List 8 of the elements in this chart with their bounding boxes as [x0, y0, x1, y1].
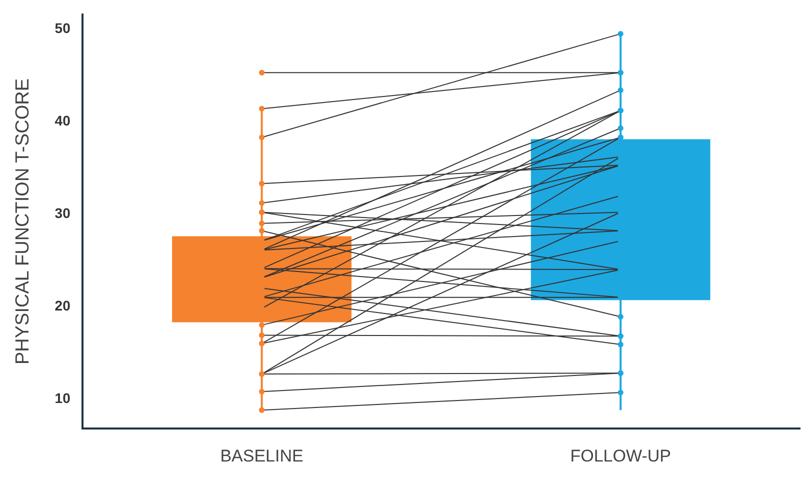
- x-tick-label: FOLLOW-UP: [570, 446, 671, 466]
- y-tick-label: 50: [54, 20, 71, 36]
- y-tick-label: 40: [54, 112, 71, 129]
- y-tick-label: 30: [54, 204, 71, 221]
- y-axis-title: PHYSICAL FUNCTION T-SCORE: [12, 78, 34, 365]
- y-tick-label: 20: [54, 297, 71, 314]
- x-tick-label: BASELINE: [220, 446, 304, 466]
- y-tick-label: 10: [54, 390, 71, 406]
